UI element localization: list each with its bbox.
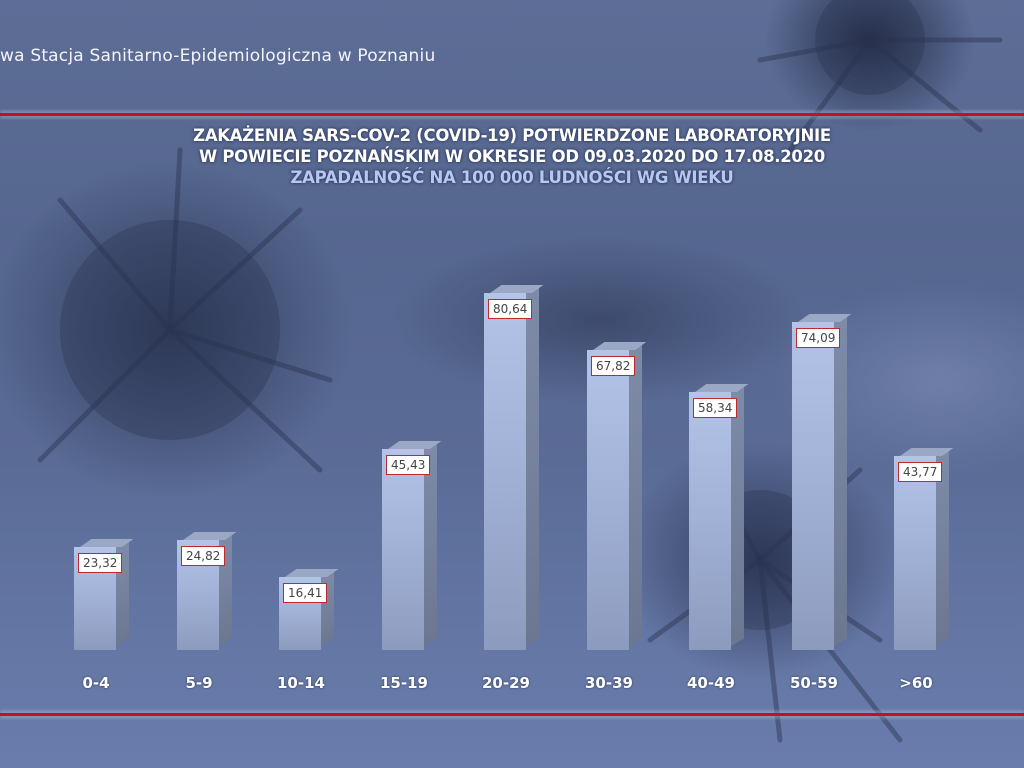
bar-side-face: [834, 314, 847, 646]
x-axis-label: 10-14: [277, 674, 325, 692]
bar-0-4: 23,32: [74, 539, 134, 650]
bar-front-face: [382, 449, 424, 650]
bar-5-9: 24,82: [177, 532, 237, 650]
x-axis-label: >60: [899, 674, 933, 692]
bar-front-face: [894, 456, 936, 650]
bar-side-face: [629, 342, 642, 646]
bar-value-label: 24,82: [181, 546, 226, 566]
bar-front-face: [792, 322, 834, 650]
chart-title-block: ZAKAŻENIA SARS-COV-2 (COVID-19) POTWIERD…: [0, 125, 1024, 188]
bar->60: 43,77: [894, 448, 954, 650]
bar-side-face: [526, 285, 539, 646]
bar-value-label: 80,64: [488, 299, 533, 319]
bottom-divider: [0, 713, 1024, 716]
organization-name: wa Stacja Sanitarno-Epidemiologiczna w P…: [0, 46, 436, 66]
x-axis-label: 40-49: [687, 674, 735, 692]
bar-side-face: [321, 569, 334, 646]
bar-value-label: 16,41: [283, 583, 328, 603]
bar-value-label: 43,77: [898, 462, 943, 482]
bar-side-face: [731, 384, 744, 646]
chart-subtitle: ZAPADALNOŚĆ NA 100 000 LUDNOŚCI WG WIEKU: [290, 168, 734, 187]
x-axis-label: 50-59: [790, 674, 838, 692]
chart-title-line-2: W POWIECIE POZNAŃSKIM W OKRESIE OD 09.03…: [199, 147, 825, 166]
bar-20-29: 80,64: [484, 285, 544, 650]
chart-title-line-1: ZAKAŻENIA SARS-COV-2 (COVID-19) POTWIERD…: [193, 126, 831, 145]
x-axis-label: 15-19: [380, 674, 428, 692]
bar-front-face: [587, 350, 629, 650]
bar-15-19: 45,43: [382, 441, 442, 650]
x-axis-label: 0-4: [82, 674, 110, 692]
top-divider: [0, 113, 1024, 116]
bar-value-label: 67,82: [591, 356, 636, 376]
bar-40-49: 58,34: [689, 384, 749, 650]
x-axis-label: 5-9: [185, 674, 213, 692]
bar-30-39: 67,82: [587, 342, 647, 650]
x-axis-label: 20-29: [482, 674, 530, 692]
bar-value-label: 58,34: [693, 398, 738, 418]
x-axis-label: 30-39: [585, 674, 633, 692]
bar-value-label: 74,09: [796, 328, 841, 348]
bar-50-59: 74,09: [792, 314, 852, 650]
bar-value-label: 23,32: [78, 553, 123, 573]
bar-value-label: 45,43: [386, 455, 431, 475]
bar-10-14: 16,41: [279, 569, 339, 650]
bar-front-face: [689, 392, 731, 650]
bar-front-face: [484, 293, 526, 650]
